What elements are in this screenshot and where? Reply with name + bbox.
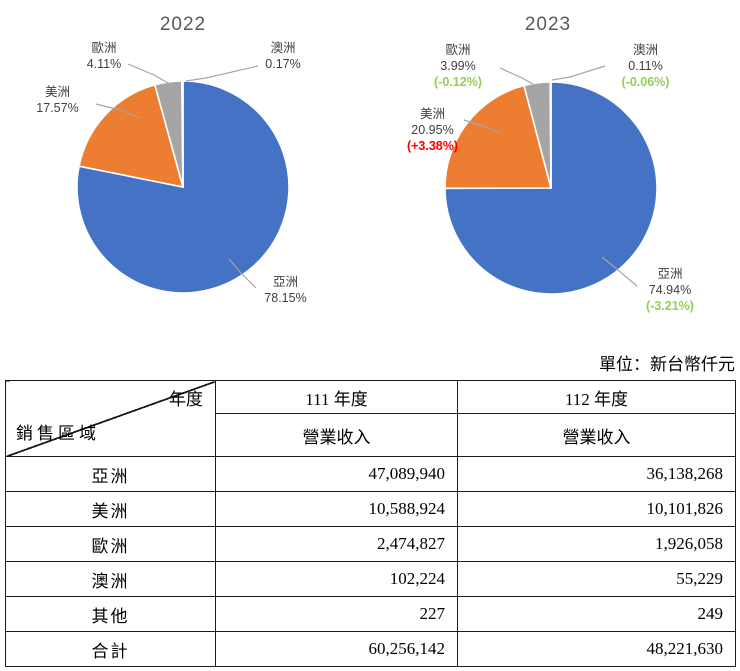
slice-delta: (-3.21%) (646, 299, 694, 313)
pie-label-2023-america: 美洲 20.95% (+3.38%) (385, 106, 480, 154)
revenue-112-cell: 10,101,826 (457, 491, 736, 527)
table-row: 亞洲 47,089,940 36,138,268 (5, 456, 736, 492)
region-cell: 澳洲 (5, 561, 216, 597)
pie-label-2022-america: 美洲 17.57% (15, 84, 100, 116)
slice-name: 澳洲 (270, 41, 296, 55)
slice-pct: 20.95% (411, 123, 454, 137)
corner-label-region: 銷售區域 (16, 424, 100, 443)
col-header-112: 112 年度 (457, 380, 736, 414)
sub-header-112: 營業收入 (457, 413, 736, 457)
slice-name: 歐洲 (91, 41, 117, 55)
slice-pct: 74.94% (648, 283, 692, 297)
revenue-111-cell: 227 (215, 596, 458, 632)
pie-label-2023-europe: 歐洲 3.99% (-0.12%) (414, 42, 502, 90)
sales-region-table: 年度 銷售區域 111 年度 112 年度 營業收入 營業收入 亞洲 47,089… (5, 380, 736, 667)
table-row: 合計 60,256,142 48,221,630 (5, 631, 736, 667)
slice-pct: 17.57% (36, 101, 79, 115)
corner-label-year: 年度 (169, 390, 203, 409)
table-body: 亞洲 47,089,940 36,138,268 美洲 10,588,924 10,101… (5, 456, 736, 667)
pie-slice-澳洲 (549, 81, 552, 189)
table-row: 歐洲 2,474,827 1,926,058 (5, 526, 736, 562)
slice-pct: 78.15% (264, 291, 307, 305)
slice-pct: 4.11% (86, 57, 122, 71)
pie-label-2023-australia: 澳洲 0.11% (-0.06%) (593, 42, 698, 90)
region-cell: 美洲 (5, 491, 216, 527)
region-cell: 其他 (5, 596, 216, 632)
pie-label-2022-europe: 歐洲 4.11% (64, 40, 144, 72)
slice-name: 澳洲 (632, 43, 658, 57)
pie-chart-2023 (444, 81, 658, 295)
slice-name: 美洲 (44, 85, 70, 99)
region-cell: 亞洲 (5, 456, 216, 492)
slice-pct: 3.99% (440, 59, 476, 73)
table-row: 澳洲 102,224 55,229 (5, 561, 736, 597)
slice-name: 美洲 (419, 107, 445, 121)
revenue-111-cell: 60,256,142 (215, 631, 458, 667)
chart-title-2023: 2023 (524, 14, 572, 35)
corner-header-cell: 年度 銷售區域 (5, 380, 216, 457)
region-cell: 歐洲 (5, 526, 216, 562)
revenue-111-cell: 2,474,827 (215, 526, 458, 562)
slice-name: 亞洲 (657, 267, 683, 281)
revenue-111-cell: 47,089,940 (215, 456, 458, 492)
table-row: 其他 227 249 (5, 596, 736, 632)
slice-pct: 0.17% (265, 57, 301, 71)
pie-chart-2022 (76, 80, 290, 294)
table-header-row-revenue: 營業收入 營業收入 (6, 413, 736, 457)
pie-charts-area: 2022 2023 歐洲 4.11% 澳洲 0.17% 美洲 17.57% 亞洲… (15, 14, 725, 314)
chart-title-2022: 2022 (159, 14, 207, 35)
pie-label-2022-asia: 亞洲 78.15% (238, 274, 333, 306)
slice-delta: (-0.06%) (621, 75, 670, 89)
revenue-112-cell: 249 (457, 596, 736, 632)
revenue-112-cell: 55,229 (457, 561, 736, 597)
region-cell: 合計 (5, 631, 216, 667)
slice-pct: 0.11% (628, 59, 663, 73)
table-row: 美洲 10,588,924 10,101,826 (5, 491, 736, 527)
slice-name: 亞洲 (272, 275, 298, 289)
revenue-112-cell: 1,926,058 (457, 526, 736, 562)
revenue-111-cell: 102,224 (215, 561, 458, 597)
slice-name: 歐洲 (445, 43, 471, 57)
col-header-111: 111 年度 (215, 380, 458, 414)
unit-note: 單位：新台幣仟元 (599, 355, 735, 374)
table-header-row-year: 年度 銷售區域 111 年度 112 年度 (5, 380, 736, 457)
pie-label-2022-australia: 澳洲 0.17% (243, 40, 323, 72)
slice-delta: (-0.12%) (434, 75, 482, 89)
revenue-111-cell: 10,588,924 (215, 491, 458, 527)
pie-label-2023-asia: 亞洲 74.94% (-3.21%) (615, 266, 725, 314)
revenue-112-cell: 48,221,630 (457, 631, 736, 667)
slice-delta: (+3.38%) (406, 139, 459, 153)
pie-slice-澳洲 (181, 80, 184, 188)
revenue-112-cell: 36,138,268 (457, 456, 736, 492)
sub-header-111: 營業收入 (215, 413, 458, 457)
